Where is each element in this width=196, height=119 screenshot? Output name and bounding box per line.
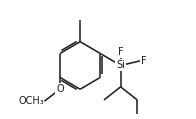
Text: F: F — [118, 47, 123, 57]
Text: O: O — [56, 84, 64, 94]
Text: OCH₃: OCH₃ — [18, 96, 44, 106]
Text: Si: Si — [116, 60, 125, 70]
Text: F: F — [142, 56, 147, 66]
